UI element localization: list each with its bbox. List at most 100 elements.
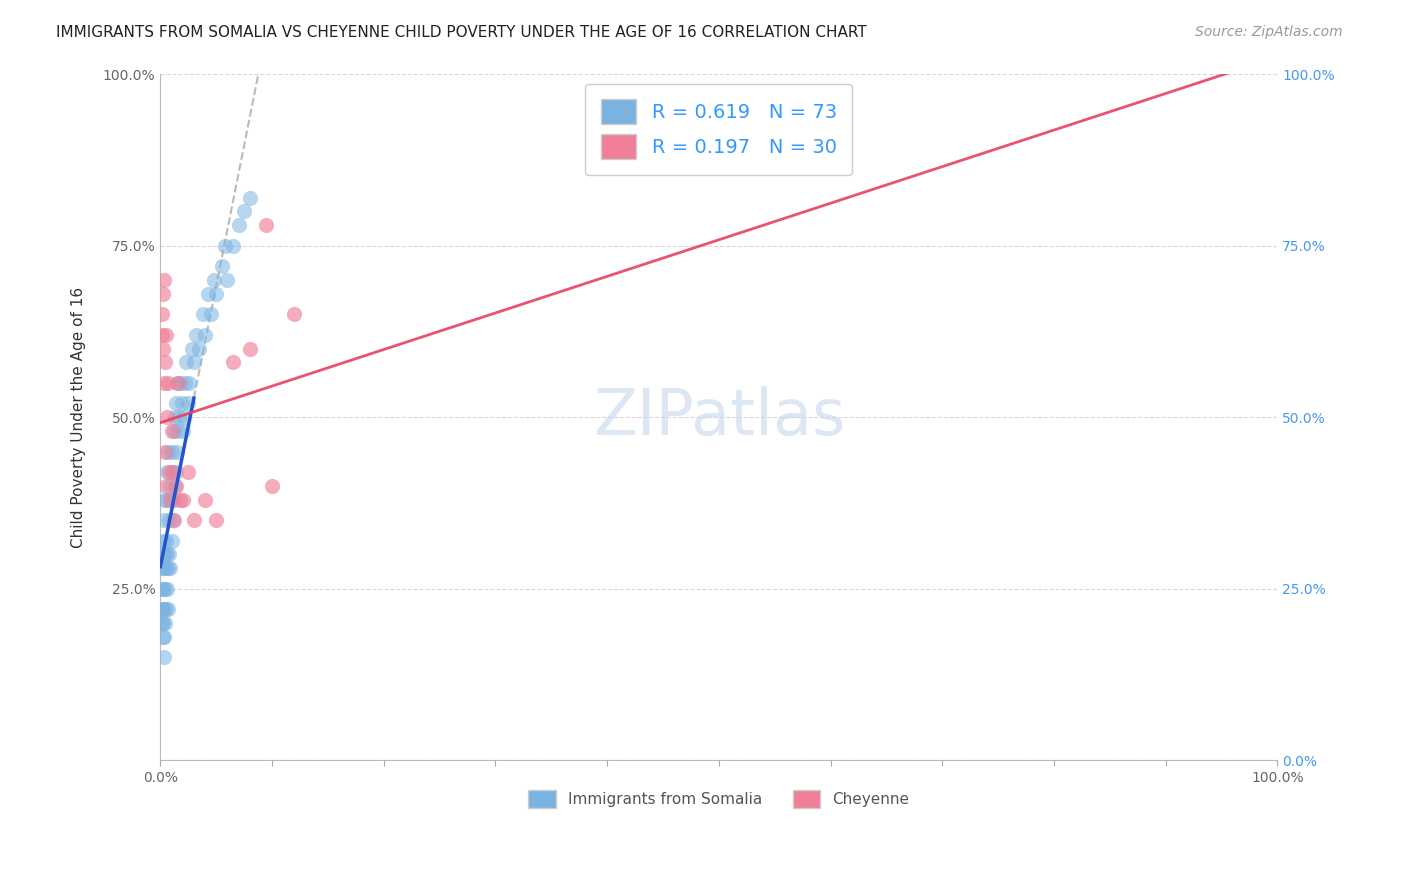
Point xyxy=(163,492,186,507)
Point xyxy=(214,238,236,252)
Point xyxy=(153,582,176,596)
Point xyxy=(194,492,217,507)
Point xyxy=(194,327,217,342)
Point xyxy=(150,307,173,321)
Point xyxy=(156,465,179,479)
Point xyxy=(157,548,180,562)
Point xyxy=(152,602,174,616)
Point xyxy=(156,548,179,562)
Point xyxy=(217,273,239,287)
Point xyxy=(163,513,186,527)
Point xyxy=(160,492,183,507)
Point xyxy=(157,602,180,616)
Point xyxy=(155,479,177,493)
Point xyxy=(188,342,211,356)
Point xyxy=(150,602,173,616)
Point xyxy=(233,204,256,219)
Point xyxy=(179,376,201,390)
Point xyxy=(283,307,305,321)
Point xyxy=(200,307,222,321)
Point xyxy=(157,465,180,479)
Point xyxy=(211,259,233,273)
Point xyxy=(162,465,184,479)
Point xyxy=(150,561,173,575)
Point xyxy=(177,396,200,410)
Point xyxy=(153,616,176,631)
Point xyxy=(152,376,174,390)
Point xyxy=(205,286,228,301)
Point xyxy=(160,424,183,438)
Point xyxy=(152,602,174,616)
Point xyxy=(205,513,228,527)
Point xyxy=(160,444,183,458)
Point xyxy=(167,376,190,390)
Point xyxy=(157,561,180,575)
Point xyxy=(152,533,174,548)
Point xyxy=(166,444,188,458)
Legend: Immigrants from Somalia, Cheyenne: Immigrants from Somalia, Cheyenne xyxy=(522,784,915,814)
Point xyxy=(163,479,186,493)
Point xyxy=(156,410,179,425)
Point xyxy=(174,355,197,369)
Point xyxy=(165,465,187,479)
Point xyxy=(159,492,181,507)
Point xyxy=(155,492,177,507)
Point xyxy=(163,424,186,438)
Point xyxy=(184,327,207,342)
Point xyxy=(152,286,174,301)
Point xyxy=(155,327,177,342)
Point xyxy=(152,513,174,527)
Point xyxy=(150,327,173,342)
Point xyxy=(239,190,262,204)
Point xyxy=(174,376,197,390)
Point xyxy=(170,396,193,410)
Point xyxy=(169,410,191,425)
Point xyxy=(160,533,183,548)
Point xyxy=(152,582,174,596)
Point xyxy=(202,273,225,287)
Point xyxy=(173,410,195,425)
Point xyxy=(152,273,174,287)
Point xyxy=(157,513,180,527)
Point xyxy=(152,630,174,644)
Point xyxy=(159,479,181,493)
Point xyxy=(222,355,245,369)
Point xyxy=(256,218,278,232)
Point xyxy=(150,616,173,631)
Text: Source: ZipAtlas.com: Source: ZipAtlas.com xyxy=(1195,25,1343,39)
Point xyxy=(183,355,205,369)
Point xyxy=(152,616,174,631)
Text: ZIPatlas: ZIPatlas xyxy=(593,386,845,448)
Point xyxy=(239,342,262,356)
Text: IMMIGRANTS FROM SOMALIA VS CHEYENNE CHILD POVERTY UNDER THE AGE OF 16 CORRELATIO: IMMIGRANTS FROM SOMALIA VS CHEYENNE CHIL… xyxy=(56,25,868,40)
Point xyxy=(159,561,181,575)
Point xyxy=(165,396,187,410)
Point xyxy=(152,548,174,562)
Point xyxy=(222,238,245,252)
Point xyxy=(162,465,184,479)
Point xyxy=(172,424,194,438)
Point xyxy=(162,513,184,527)
Point xyxy=(152,650,174,665)
Point xyxy=(153,492,176,507)
Point xyxy=(155,561,177,575)
Point xyxy=(156,582,179,596)
Point xyxy=(153,444,176,458)
Point xyxy=(155,602,177,616)
Point xyxy=(169,376,191,390)
Point xyxy=(228,218,250,232)
Point xyxy=(197,286,219,301)
Point xyxy=(262,479,284,493)
Point xyxy=(153,548,176,562)
Y-axis label: Child Poverty Under the Age of 16: Child Poverty Under the Age of 16 xyxy=(72,286,86,548)
Point xyxy=(183,513,205,527)
Point xyxy=(165,479,187,493)
Point xyxy=(157,376,180,390)
Point xyxy=(167,424,190,438)
Point xyxy=(153,355,176,369)
Point xyxy=(169,492,191,507)
Point xyxy=(152,561,174,575)
Point xyxy=(177,465,200,479)
Point xyxy=(152,342,174,356)
Point xyxy=(163,410,186,425)
